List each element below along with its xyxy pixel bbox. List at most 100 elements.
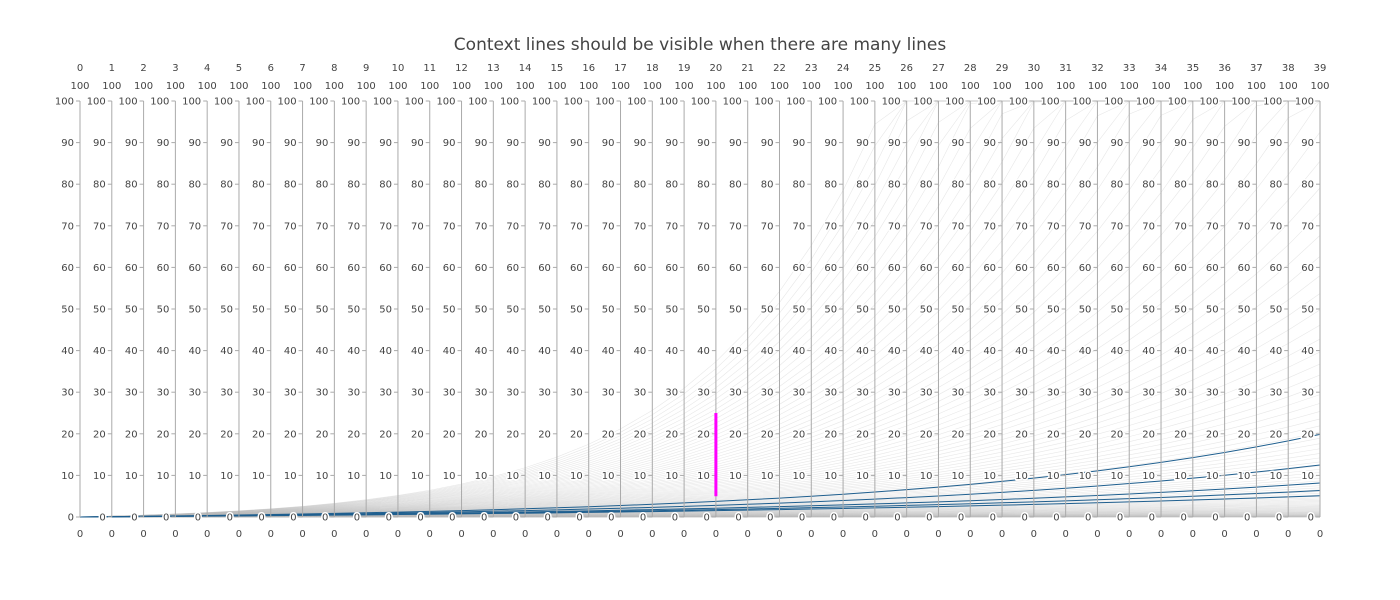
tick-label: 30 [824, 388, 837, 399]
dimension-label[interactable]: 15 [551, 63, 564, 74]
tick-label: 80 [443, 180, 456, 191]
dimension-axis[interactable]: 2 100 00 10 20 30 40 50 60 70 80 90 100 [117, 63, 153, 540]
dimension-label[interactable]: 13 [487, 63, 500, 74]
dimension-label[interactable]: 31 [1059, 63, 1072, 74]
dimension-axis[interactable]: 26 100 00 10 20 30 40 50 60 70 80 90 100 [880, 63, 917, 540]
dimension-axis[interactable]: 20 100 00 10 20 30 40 50 60 70 80 90 100 [689, 63, 726, 540]
tick-label: 60 [252, 263, 265, 274]
dimension-axis[interactable]: 9 100 00 10 20 30 40 50 60 70 80 90 100 [340, 63, 376, 540]
dimension-axis[interactable]: 31 100 00 10 20 30 40 50 60 70 80 90 100 [1039, 63, 1076, 540]
tick-label: 80 [284, 180, 297, 191]
dimension-label[interactable]: 5 [236, 63, 242, 74]
dimension-axis[interactable]: 16 100 00 10 20 30 40 50 60 70 80 90 100 [562, 63, 599, 540]
dimension-axis[interactable]: 35 100 00 10 20 30 40 50 60 70 80 90 100 [1166, 63, 1203, 540]
tick-label: 60 [125, 263, 138, 274]
tick-label: 60 [220, 263, 233, 274]
dimension-axis[interactable]: 24 100 00 10 20 30 40 50 60 70 80 90 100 [816, 63, 853, 540]
dimension-label[interactable]: 34 [1155, 63, 1168, 74]
dimension-label[interactable]: 20 [710, 63, 723, 74]
dimension-axis[interactable]: 8 100 00 10 20 30 40 50 60 70 80 90 100 [308, 63, 344, 540]
dimension-label[interactable]: 24 [837, 63, 850, 74]
tick-label: 70 [347, 221, 360, 232]
dimension-label[interactable]: 2 [140, 63, 146, 74]
dimension-label[interactable]: 7 [299, 63, 305, 74]
dimension-label[interactable]: 3 [172, 63, 178, 74]
dimension-label[interactable]: 30 [1027, 63, 1040, 74]
dimension-label[interactable]: 12 [455, 63, 468, 74]
dimension-label[interactable]: 16 [582, 63, 595, 74]
dimension-label[interactable]: 10 [392, 63, 405, 74]
dimension-axis[interactable]: 29 100 00 10 20 30 40 50 60 70 80 90 100 [975, 63, 1012, 540]
dimension-label[interactable]: 37 [1250, 63, 1263, 74]
parcoords-axes[interactable]: 0100001020304050607080901001100001020304… [53, 63, 1330, 540]
dimension-axis[interactable]: 34 100 00 10 20 30 40 50 60 70 80 90 100 [1134, 63, 1171, 540]
dimension-axis[interactable]: 37 100 00 10 20 30 40 50 60 70 80 90 100 [1230, 63, 1266, 540]
dimension-label[interactable]: 21 [741, 63, 754, 74]
dimension-label[interactable]: 32 [1091, 63, 1104, 74]
dimension-axis[interactable]: 36 100 00 10 20 30 40 50 60 70 80 90 100 [1198, 63, 1235, 540]
dimension-label[interactable]: 6 [268, 63, 274, 74]
dimension-label[interactable]: 33 [1123, 63, 1136, 74]
range-min-label: 0 [999, 529, 1005, 540]
dimension-axis[interactable]: 4 100 00 10 20 30 40 50 60 70 80 90 100 [181, 63, 217, 540]
dimension-axis[interactable]: 21 100 00 10 20 30 40 50 60 70 80 90 100 [721, 63, 758, 540]
dimension-axis[interactable]: 33 100 00 10 20 30 40 50 60 70 80 90 100 [1103, 63, 1139, 540]
dimension-axis[interactable]: 6 100 00 10 20 30 40 50 60 70 80 90 100 [244, 63, 281, 540]
tick-label: 10 [952, 471, 965, 482]
dimension-axis[interactable]: 32 100 00 10 20 30 40 50 60 70 80 90 100 [1071, 63, 1107, 540]
focus-line[interactable] [79, 495, 1321, 518]
dimension-axis[interactable]: 15 100 00 10 20 30 40 50 60 70 80 90 100 [530, 63, 567, 540]
dimension-axis[interactable]: 3 100 00 10 20 30 40 50 60 70 80 90 100 [149, 63, 185, 540]
dimension-axis[interactable]: 7 100 00 10 20 30 40 50 60 70 80 90 100 [276, 63, 312, 540]
dimension-label[interactable]: 39 [1314, 63, 1327, 74]
tick-label: 80 [220, 180, 233, 191]
dimension-axis[interactable]: 22 100 00 10 20 30 40 50 60 70 80 90 100 [753, 63, 789, 540]
dimension-axis[interactable]: 12 100 00 10 20 30 40 50 60 70 80 90 100 [435, 63, 471, 540]
range-max-label: 100 [1247, 81, 1266, 92]
dimension-axis[interactable]: 19 100 00 10 20 30 40 50 60 70 80 90 100 [658, 63, 694, 540]
dimension-axis[interactable]: 1 100 00 10 20 30 40 50 60 70 80 90 100 [85, 63, 122, 540]
dimension-label[interactable]: 19 [678, 63, 691, 74]
dimension-label[interactable]: 8 [331, 63, 337, 74]
tick-label: 100 [913, 97, 932, 108]
dimension-axis[interactable]: 38 100 00 10 20 30 40 50 60 70 80 90 100 [1262, 63, 1298, 540]
tick-label: 40 [570, 346, 583, 357]
dimension-label[interactable]: 35 [1186, 63, 1199, 74]
dimension-label[interactable]: 26 [900, 63, 913, 74]
dimension-label[interactable]: 25 [869, 63, 882, 74]
dimension-axis[interactable]: 11 100 00 10 20 30 40 50 60 70 80 90 100 [403, 63, 440, 540]
dimension-axis[interactable]: 25 100 00 10 20 30 40 50 60 70 80 90 100 [848, 63, 885, 540]
dimension-label[interactable]: 4 [204, 63, 210, 74]
dimension-label[interactable]: 14 [519, 63, 532, 74]
context-line [79, 100, 1320, 518]
dimension-label[interactable]: 1 [109, 63, 115, 74]
dimension-axis[interactable]: 28 100 00 10 20 30 40 50 60 70 80 90 100 [944, 63, 980, 540]
dimension-axis[interactable]: 39 100 00 10 20 30 40 50 60 70 80 90 100 [1293, 63, 1330, 540]
dimension-label[interactable]: 9 [363, 63, 369, 74]
dimension-axis[interactable]: 5 100 00 10 20 30 40 50 60 70 80 90 100 [212, 63, 249, 540]
dimension-axis[interactable]: 14 100 00 10 20 30 40 50 60 70 80 90 100 [499, 63, 535, 540]
dimension-label[interactable]: 38 [1282, 63, 1295, 74]
dimension-label[interactable]: 28 [964, 63, 977, 74]
dimension-axis[interactable]: 18 100 00 10 20 30 40 50 60 70 80 90 100 [626, 63, 662, 540]
dimension-axis[interactable]: 27 100 00 10 20 30 40 50 60 70 80 90 100 [912, 63, 948, 540]
dimension-label[interactable]: 22 [773, 63, 786, 74]
dimension-label[interactable]: 23 [805, 63, 818, 74]
tick-label: 10 [983, 471, 996, 482]
dimension-label[interactable]: 0 [77, 63, 83, 74]
dimension-label[interactable]: 36 [1218, 63, 1231, 74]
dimension-label[interactable]: 11 [423, 63, 436, 74]
dimension-label[interactable]: 18 [646, 63, 659, 74]
dimension-axis[interactable]: 10 100 00 10 20 30 40 50 60 70 80 90 100 [371, 63, 408, 540]
dimension-label[interactable]: 27 [932, 63, 945, 74]
dimension-label[interactable]: 17 [614, 63, 627, 74]
tick-label: 100 [341, 97, 360, 108]
tick-label: 30 [952, 388, 965, 399]
dimension-axis[interactable]: 17 100 00 10 20 30 40 50 60 70 80 90 100 [594, 63, 630, 540]
tick-label: 40 [793, 346, 806, 357]
dimension-axis[interactable]: 23 100 00 10 20 30 40 50 60 70 80 90 100 [785, 63, 821, 540]
dimension-axis[interactable]: 30 100 00 10 20 30 40 50 60 70 80 90 100 [1007, 63, 1044, 540]
dimension-label[interactable]: 29 [996, 63, 1009, 74]
dimension-axis[interactable]: 13 100 00 10 20 30 40 50 60 70 80 90 100 [467, 63, 503, 540]
